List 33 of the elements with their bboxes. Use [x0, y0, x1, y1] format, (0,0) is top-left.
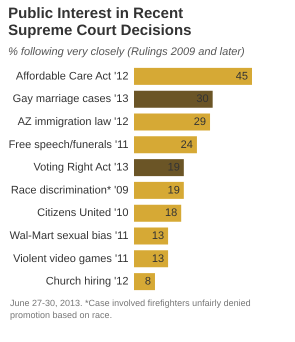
data-label: 18 — [164, 207, 178, 220]
y-tick-label: Affordable Care Act '12 — [16, 70, 128, 82]
bar — [134, 250, 168, 268]
chart-subtitle: % following very closely (Rulings 2009 and later) — [8, 46, 246, 58]
data-label: 30 — [196, 93, 209, 106]
bar — [134, 159, 184, 176]
bar — [134, 273, 155, 290]
y-tick-label: AZ immigration law '12 — [18, 116, 128, 128]
bar — [134, 90, 213, 108]
chart-title: Public Interest in Recent Supreme Court Decisions — [8, 5, 192, 39]
y-tick-label: Citizens United '10 — [37, 207, 128, 220]
data-label: 13 — [152, 230, 164, 242]
data-label: 45 — [236, 70, 248, 82]
y-tick-label: Voting Right Act '13 — [33, 162, 128, 174]
data-label: 19 — [168, 184, 180, 196]
y-tick-label: Gay marriage cases '13 — [12, 93, 128, 106]
bar — [134, 182, 184, 199]
bar — [134, 228, 168, 244]
data-label: 8 — [144, 276, 151, 288]
y-tick-label: Church hiring '12 — [46, 276, 128, 288]
y-tick-label: Race discrimination* '09 — [10, 184, 128, 196]
data-label: 24 — [180, 138, 193, 151]
y-tick-label: Wal-Mart sexual bias '11 — [10, 230, 128, 242]
bar — [134, 204, 182, 222]
data-label: 19 — [168, 162, 180, 174]
y-tick-label: Violent video games '11 — [13, 252, 128, 265]
y-tick-label: Free speech/funerals '11 — [8, 138, 128, 151]
bar — [134, 68, 252, 85]
data-label: 29 — [194, 116, 206, 128]
text: June 27-30, 2013. *Case involved firefighters unfairly denied promotion based on race. — [10, 297, 252, 321]
bar — [134, 114, 210, 130]
data-label: 13 — [152, 252, 164, 265]
bar — [134, 136, 197, 154]
